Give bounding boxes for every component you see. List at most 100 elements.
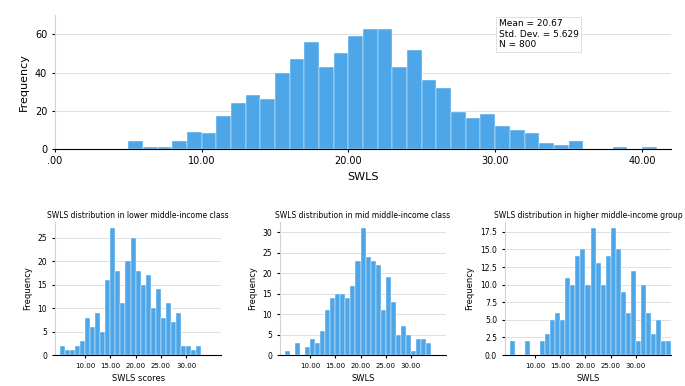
Bar: [391, 302, 396, 355]
X-axis label: SWLS: SWLS: [576, 374, 599, 383]
Bar: [304, 42, 319, 149]
Bar: [590, 228, 595, 355]
Bar: [575, 256, 580, 355]
Bar: [75, 346, 80, 355]
Bar: [386, 278, 391, 355]
Bar: [65, 350, 70, 355]
Bar: [375, 265, 381, 355]
Bar: [315, 343, 320, 355]
Bar: [641, 284, 646, 355]
Bar: [642, 147, 657, 149]
Bar: [290, 59, 304, 149]
Bar: [330, 298, 335, 355]
Bar: [480, 114, 495, 149]
Bar: [275, 73, 290, 149]
Bar: [60, 346, 65, 355]
Bar: [334, 54, 349, 149]
Title: SWLS distribution in lower middle-income class: SWLS distribution in lower middle-income…: [47, 211, 229, 220]
Bar: [166, 303, 171, 355]
Bar: [85, 318, 90, 355]
Bar: [377, 29, 393, 149]
Bar: [545, 334, 550, 355]
Bar: [612, 147, 627, 149]
Bar: [349, 36, 363, 149]
Bar: [580, 249, 586, 355]
Bar: [320, 330, 325, 355]
Bar: [667, 341, 671, 355]
Bar: [191, 350, 196, 355]
Bar: [201, 134, 216, 149]
Bar: [611, 228, 616, 355]
Bar: [621, 292, 626, 355]
Bar: [305, 347, 310, 355]
Bar: [651, 334, 656, 355]
Y-axis label: Frequency: Frequency: [19, 53, 29, 111]
Bar: [231, 103, 246, 149]
Bar: [325, 310, 330, 355]
Bar: [569, 141, 583, 149]
Bar: [539, 143, 554, 149]
Y-axis label: Frequency: Frequency: [466, 267, 475, 310]
Bar: [90, 327, 95, 355]
Bar: [155, 290, 161, 355]
Bar: [525, 134, 539, 149]
Bar: [216, 116, 231, 149]
Bar: [586, 284, 590, 355]
Bar: [595, 264, 601, 355]
Bar: [121, 303, 125, 355]
Y-axis label: Frequency: Frequency: [23, 267, 32, 310]
Bar: [656, 320, 661, 355]
Bar: [340, 294, 345, 355]
Bar: [295, 343, 300, 355]
Bar: [510, 341, 514, 355]
Bar: [421, 339, 426, 355]
Bar: [396, 335, 401, 355]
Bar: [115, 271, 121, 355]
Bar: [616, 249, 621, 355]
Bar: [631, 271, 636, 355]
Bar: [422, 80, 436, 149]
Bar: [436, 88, 451, 149]
Bar: [186, 346, 191, 355]
Bar: [351, 286, 356, 355]
Bar: [100, 332, 105, 355]
Bar: [540, 341, 545, 355]
Bar: [393, 67, 407, 149]
Bar: [636, 341, 641, 355]
Bar: [495, 126, 510, 149]
Bar: [187, 132, 201, 149]
Bar: [136, 271, 140, 355]
Bar: [161, 318, 166, 355]
Bar: [246, 95, 260, 149]
Y-axis label: Frequency: Frequency: [248, 267, 257, 310]
Bar: [363, 29, 377, 149]
Bar: [360, 228, 366, 355]
Bar: [285, 351, 290, 355]
Bar: [110, 228, 115, 355]
Bar: [560, 320, 565, 355]
Bar: [171, 322, 176, 355]
Bar: [356, 261, 360, 355]
X-axis label: SWLS: SWLS: [347, 172, 379, 182]
Bar: [335, 294, 340, 355]
Bar: [565, 278, 571, 355]
Bar: [371, 261, 375, 355]
Bar: [181, 346, 186, 355]
Title: SWLS distribution in higher middle-income group: SWLS distribution in higher middle-incom…: [494, 211, 682, 220]
Bar: [606, 256, 611, 355]
Bar: [310, 339, 315, 355]
Bar: [416, 339, 421, 355]
Bar: [407, 50, 422, 149]
Bar: [146, 275, 151, 355]
Bar: [381, 310, 386, 355]
Bar: [571, 284, 575, 355]
Bar: [525, 341, 530, 355]
Bar: [406, 335, 411, 355]
Bar: [172, 141, 187, 149]
Bar: [143, 147, 158, 149]
Bar: [451, 112, 466, 149]
Bar: [176, 313, 181, 355]
Title: SWLS distribution in mid middle-income class: SWLS distribution in mid middle-income c…: [275, 211, 451, 220]
Bar: [661, 341, 667, 355]
Text: Mean = 20.67
Std. Dev. = 5.629
N = 800: Mean = 20.67 Std. Dev. = 5.629 N = 800: [499, 19, 579, 49]
